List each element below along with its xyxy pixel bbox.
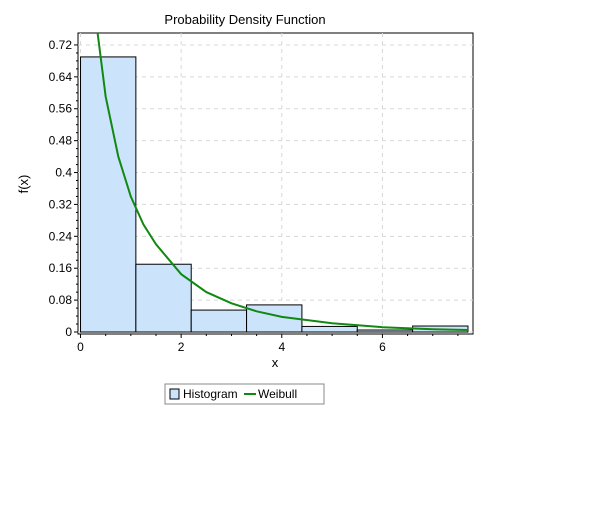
y-tick-label: 0 <box>65 325 72 339</box>
y-tick-label: 0.56 <box>49 102 73 116</box>
histogram-bar <box>190 309 248 333</box>
y-tick-label: 0.32 <box>49 197 73 211</box>
y-tick-label: 0.08 <box>49 293 73 307</box>
x-axis-title: x <box>272 355 279 370</box>
y-tick-label: 0.48 <box>49 134 73 148</box>
weibull-curve-layer <box>96 33 469 331</box>
histogram-bar <box>80 56 137 333</box>
y-tick-label: 0.24 <box>49 229 73 243</box>
histogram-bar <box>301 325 358 333</box>
chart-title: Probability Density Function <box>164 12 325 27</box>
weibull-curve <box>96 33 469 331</box>
x-tick-label: 0 <box>77 340 84 354</box>
y-tick-label: 0.64 <box>49 70 73 84</box>
histogram-bar <box>356 329 414 333</box>
x-tick-label: 6 <box>379 340 386 354</box>
x-tick-label: 4 <box>278 340 285 354</box>
axes: 0 0.08 0.16 0.24 0.32 0.4 0.48 0.56 0.64 0.72 0 2 4 6 <box>49 38 459 354</box>
y-tick-label: 0.72 <box>49 38 73 52</box>
y-tick-label: 0.4 <box>55 166 72 180</box>
legend-histogram-swatch <box>169 388 180 400</box>
y-axis-title: f(x) <box>16 175 31 194</box>
legend-weibull-label: Weibull <box>258 387 297 401</box>
x-tick-label: 2 <box>178 340 185 354</box>
y-tick-label: 0.16 <box>49 261 73 275</box>
legend: Histogram Weibull <box>164 383 325 405</box>
legend-histogram-label: Histogram <box>183 387 238 401</box>
